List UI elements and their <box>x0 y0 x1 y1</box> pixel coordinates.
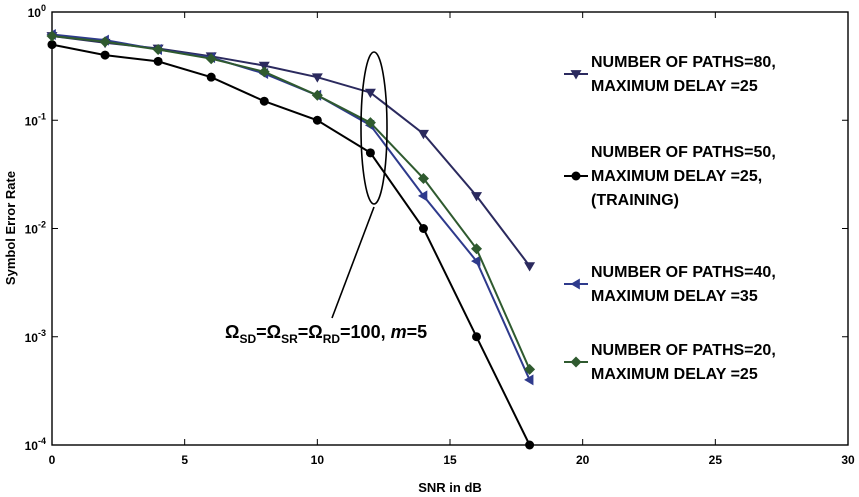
data-point <box>471 243 483 255</box>
series-1 <box>46 32 536 272</box>
data-point <box>364 88 376 99</box>
legend-label: MAXIMUM DELAY =25 <box>591 366 758 383</box>
legend-label: NUMBER OF PATHS=80, <box>591 54 776 71</box>
data-point <box>524 262 536 272</box>
x-tick-label: 0 <box>49 453 56 467</box>
legend-swatch-marker <box>571 171 581 181</box>
legend-entry-4: NUMBER OF PATHS=20, MAXIMUM DELAY =25 <box>564 342 776 383</box>
data-point <box>525 440 535 450</box>
data-point <box>205 53 217 65</box>
x-tick-label: 25 <box>709 453 723 467</box>
legend-entry-3: NUMBER OF PATHS=40, MAXIMUM DELAY =35 <box>564 264 776 305</box>
series-line <box>51 35 531 267</box>
data-point <box>206 72 216 82</box>
legend-swatch-marker <box>570 70 582 80</box>
data-point <box>472 332 482 342</box>
legend-label: MAXIMUM DELAY =25 <box>591 78 758 95</box>
legend-label: NUMBER OF PATHS=40, <box>591 264 776 281</box>
y-tick-label: 10-3 <box>25 328 46 345</box>
y-tick-label: 10-1 <box>25 111 46 128</box>
legend-label: (TRAINING) <box>591 192 679 209</box>
data-point <box>471 255 481 267</box>
legend: NUMBER OF PATHS=80,MAXIMUM DELAY =25NUMB… <box>564 54 776 383</box>
data-point <box>153 56 163 66</box>
annotation: ΩSD=ΩSR=ΩRD=100, m=5 <box>225 51 427 346</box>
x-tick-label: 20 <box>576 453 590 467</box>
data-point <box>417 172 429 184</box>
y-tick-label: 100 <box>28 3 46 20</box>
data-point <box>312 115 322 125</box>
series-line <box>51 43 531 446</box>
x-tick-label: 10 <box>311 453 325 467</box>
ticks-layer: 0 5 10 15 20 25 30 100 10-1 10-2 10-3 10-4 <box>25 3 855 467</box>
legend-entry-2: NUMBER OF PATHS=50, MAXIMUM DELAY =25, (TR… <box>564 144 776 209</box>
data-point <box>152 44 164 56</box>
annotation-ellipse <box>360 51 388 205</box>
data-point <box>46 30 58 42</box>
data-point <box>311 73 323 83</box>
data-point <box>524 374 534 386</box>
data-point <box>258 66 270 78</box>
legend-swatch-marker <box>570 278 580 290</box>
data-point <box>417 129 429 140</box>
y-tick-label: 10-2 <box>25 220 46 237</box>
x-tick-label: 5 <box>181 453 188 467</box>
legend-label: MAXIMUM DELAY =35 <box>591 288 758 305</box>
data-point <box>524 363 536 375</box>
data-point <box>259 96 269 106</box>
data-point <box>364 117 376 129</box>
data-point <box>418 224 428 233</box>
data-point <box>100 50 110 60</box>
series-4 <box>46 30 536 375</box>
data-point <box>417 190 428 202</box>
data-point <box>311 89 323 101</box>
series-line <box>51 35 531 370</box>
series-2 <box>47 40 535 450</box>
legend-label: MAXIMUM DELAY =25, <box>591 168 762 185</box>
data-point <box>365 148 375 158</box>
data-point <box>47 40 57 50</box>
annotation-arrow <box>331 206 375 319</box>
x-tick-label: 30 <box>841 453 855 467</box>
y-tick-label: 10-4 <box>25 436 46 453</box>
legend-swatch-marker <box>570 356 582 368</box>
x-axis-title: SNR in dB <box>418 480 482 495</box>
legend-label: NUMBER OF PATHS=50, <box>591 144 776 161</box>
series-line <box>51 33 531 381</box>
legend-entry-1: NUMBER OF PATHS=80, MAXIMUM DELAY =25 <box>564 54 776 95</box>
annotation-text: ΩSD=ΩSR=ΩRD=100, m=5 <box>225 322 427 346</box>
series-layer <box>46 28 536 450</box>
data-point <box>471 192 483 202</box>
data-point <box>99 36 111 48</box>
y-axis-title: Symbol Error Rate <box>3 171 18 285</box>
x-tick-label: 15 <box>443 453 457 467</box>
legend-label: NUMBER OF PATHS=20, <box>591 342 776 359</box>
